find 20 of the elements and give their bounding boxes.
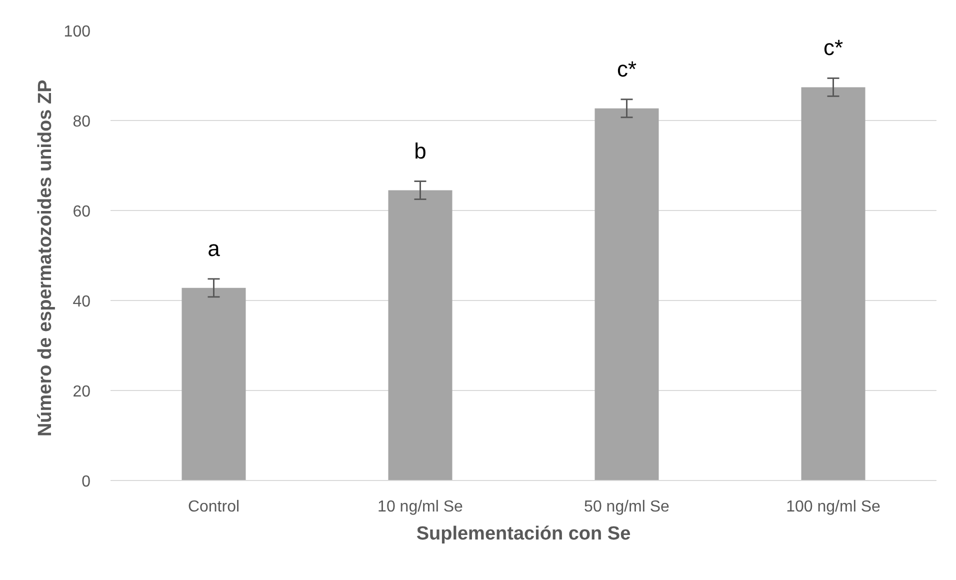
y-tick-label: 60: [72, 204, 91, 220]
y-tick-label: 100: [64, 24, 91, 40]
y-tick-label: 0: [82, 474, 91, 490]
x-tick-label: 10 ng/ml Se: [378, 498, 464, 516]
annotation: c*: [823, 35, 844, 60]
y-tick-label: 20: [72, 384, 91, 400]
annotation: a: [208, 236, 221, 261]
bar: [388, 190, 452, 480]
bar: [801, 87, 866, 480]
x-axis-title: Suplementación con Se: [416, 524, 631, 544]
bar: [594, 108, 659, 480]
x-tick-label: 50 ng/ml Se: [584, 498, 670, 516]
bar: [182, 288, 246, 480]
y-axis-title: Número de espermatozoides unidos ZP: [34, 79, 56, 437]
annotation: b: [414, 138, 426, 164]
y-tick-label: 80: [72, 114, 91, 130]
x-tick-label: Control: [188, 498, 240, 516]
x-tick-label: 100 ng/ml Se: [786, 498, 880, 516]
annotation: c*: [616, 56, 637, 82]
y-tick-label: 40: [72, 294, 91, 310]
